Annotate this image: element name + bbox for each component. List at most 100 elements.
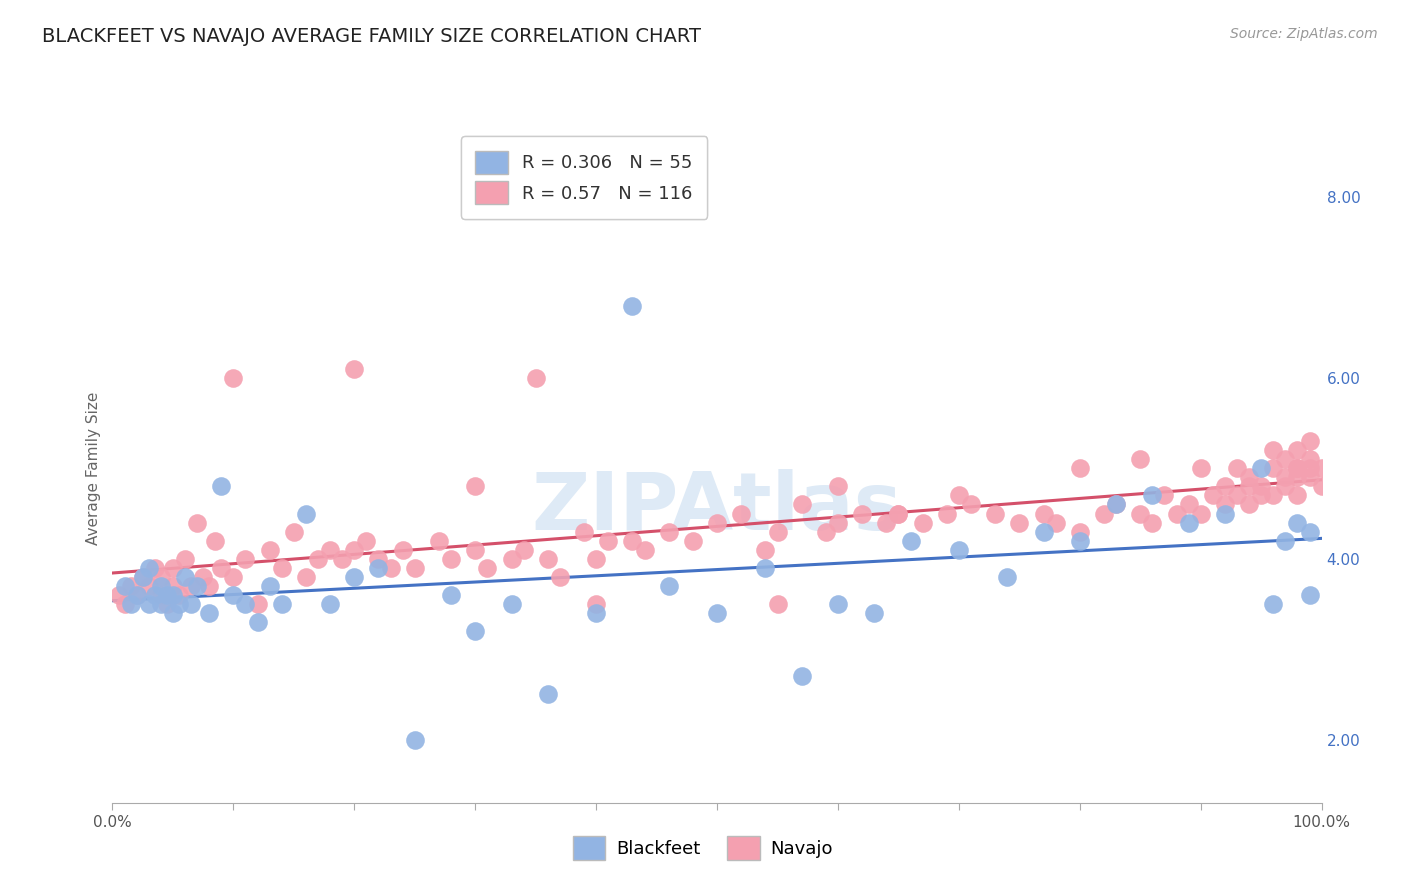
Point: [548, 570, 571, 584]
Point: [537, 687, 560, 701]
Point: [380, 560, 402, 574]
Point: [827, 479, 849, 493]
Point: [621, 299, 644, 313]
Point: [706, 516, 728, 530]
Point: [887, 507, 910, 521]
Point: [1298, 434, 1320, 449]
Point: [319, 542, 342, 557]
Point: [191, 570, 214, 584]
Point: [537, 551, 560, 566]
Point: [186, 579, 208, 593]
Point: [132, 570, 155, 584]
Point: [162, 588, 184, 602]
Point: [132, 570, 155, 584]
Point: [174, 570, 197, 584]
Point: [1166, 507, 1188, 521]
Point: [1274, 479, 1296, 493]
Point: [464, 624, 486, 638]
Point: [1142, 516, 1164, 530]
Point: [1298, 452, 1320, 467]
Point: [270, 560, 292, 574]
Point: [1286, 516, 1309, 530]
Point: [120, 597, 142, 611]
Point: [222, 570, 245, 584]
Point: [198, 579, 221, 593]
Point: [283, 524, 305, 539]
Point: [1274, 470, 1296, 484]
Point: [259, 579, 281, 593]
Point: [295, 570, 318, 584]
Point: [180, 579, 202, 593]
Point: [149, 597, 172, 611]
Point: [114, 597, 136, 611]
Point: [477, 560, 499, 574]
Point: [138, 597, 160, 611]
Y-axis label: Average Family Size: Average Family Size: [86, 392, 101, 545]
Point: [209, 560, 232, 574]
Point: [1177, 516, 1199, 530]
Point: [1263, 597, 1285, 611]
Point: [814, 524, 837, 539]
Point: [1250, 479, 1272, 493]
Point: [114, 579, 136, 593]
Point: [1226, 488, 1249, 502]
Point: [900, 533, 922, 548]
Point: [464, 542, 486, 557]
Point: [259, 542, 281, 557]
Point: [585, 606, 607, 620]
Point: [1237, 470, 1260, 484]
Point: [1153, 488, 1175, 502]
Point: [464, 479, 486, 493]
Point: [524, 371, 547, 385]
Point: [343, 362, 366, 376]
Point: [174, 551, 197, 566]
Point: [186, 516, 208, 530]
Point: [125, 588, 148, 602]
Text: Source: ZipAtlas.com: Source: ZipAtlas.com: [1230, 27, 1378, 41]
Point: [209, 479, 232, 493]
Point: [682, 533, 704, 548]
Point: [512, 542, 534, 557]
Point: [1263, 443, 1285, 458]
Point: [1286, 488, 1309, 502]
Text: BLACKFEET VS NAVAJO AVERAGE FAMILY SIZE CORRELATION CHART: BLACKFEET VS NAVAJO AVERAGE FAMILY SIZE …: [42, 27, 702, 45]
Point: [658, 524, 681, 539]
Point: [1286, 461, 1309, 475]
Point: [222, 371, 245, 385]
Point: [246, 615, 269, 629]
Point: [766, 597, 789, 611]
Point: [754, 560, 776, 574]
Point: [1202, 488, 1225, 502]
Point: [156, 588, 179, 602]
Point: [1177, 498, 1199, 512]
Point: [149, 579, 172, 593]
Point: [1008, 516, 1031, 530]
Point: [162, 560, 184, 574]
Point: [180, 597, 202, 611]
Point: [1250, 488, 1272, 502]
Point: [162, 606, 184, 620]
Point: [143, 588, 166, 602]
Point: [246, 597, 269, 611]
Point: [1105, 498, 1128, 512]
Point: [343, 542, 366, 557]
Point: [1032, 507, 1054, 521]
Point: [1263, 461, 1285, 475]
Point: [948, 542, 970, 557]
Point: [149, 570, 172, 584]
Point: [1263, 488, 1285, 502]
Point: [391, 542, 413, 557]
Point: [1298, 524, 1320, 539]
Point: [1298, 588, 1320, 602]
Point: [1069, 524, 1091, 539]
Point: [1129, 507, 1152, 521]
Point: [307, 551, 329, 566]
Point: [427, 533, 450, 548]
Point: [790, 669, 813, 683]
Point: [1286, 443, 1309, 458]
Point: [1105, 498, 1128, 512]
Point: [501, 551, 523, 566]
Point: [1226, 461, 1249, 475]
Point: [167, 597, 190, 611]
Point: [1129, 452, 1152, 467]
